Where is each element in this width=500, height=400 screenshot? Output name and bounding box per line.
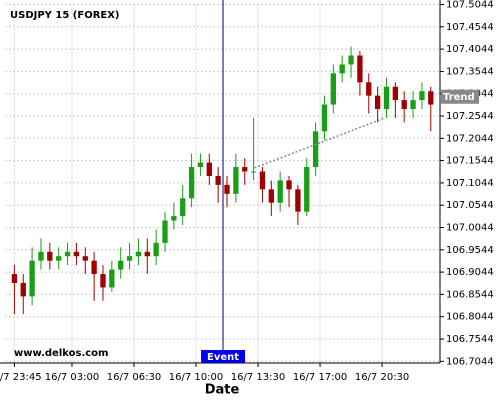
candle-body: [56, 256, 62, 261]
candle-body: [135, 251, 142, 257]
candle-body: [366, 82, 372, 96]
candle-body: [144, 251, 150, 257]
y-tick-label: 107.0544: [446, 200, 494, 211]
candle-body: [401, 100, 407, 110]
x-tick-label: 16/7 20:30: [355, 372, 409, 383]
candle-body: [197, 162, 204, 168]
watermark: www.delkos.com: [14, 348, 108, 359]
candle-body: [410, 100, 416, 110]
candle-body: [118, 260, 124, 270]
x-tick-label: 16/7 03:00: [45, 372, 99, 383]
y-tick-label: 107.5044: [446, 0, 494, 11]
candle-body: [82, 256, 88, 261]
candle-body: [224, 184, 230, 194]
candle-body: [242, 167, 248, 172]
y-tick-label: 107.4544: [446, 22, 494, 33]
candle-body: [29, 260, 35, 297]
candle-body: [233, 167, 239, 194]
candle-body: [153, 242, 159, 257]
candle-body: [20, 282, 26, 297]
x-tick-label: 16/7 17:00: [293, 372, 347, 383]
y-tick-label: 106.9044: [446, 267, 494, 278]
candle-body: [180, 198, 186, 217]
candle-body: [304, 167, 310, 212]
candle-body: [171, 216, 177, 221]
trend-label: Trend: [443, 92, 475, 103]
candle-body: [91, 260, 97, 275]
y-tick-label: 106.7044: [446, 356, 494, 367]
y-tick-label: 106.7544: [446, 334, 494, 345]
y-tick-label: 106.8544: [446, 289, 494, 300]
x-tick-label: 16/7 06:30: [107, 372, 161, 383]
candle-body: [321, 104, 328, 132]
y-tick-label: 106.9544: [446, 245, 494, 256]
candle-body: [188, 167, 195, 199]
candle-body: [357, 55, 363, 83]
x-tick-label: 16/7 13:30: [231, 372, 285, 383]
y-tick-label: 107.1544: [446, 156, 494, 167]
y-tick-label: 107.2544: [446, 111, 494, 122]
x-axis-label: Date: [205, 383, 240, 398]
y-tick-label: 107.1044: [446, 178, 494, 189]
candle-body: [339, 64, 345, 74]
candle-body: [109, 269, 115, 288]
candle-body: [374, 95, 381, 110]
y-tick-label: 107.0044: [446, 223, 494, 234]
candle-body: [38, 251, 44, 261]
candle-body: [259, 171, 266, 190]
trend-line: [254, 117, 385, 169]
candle-body: [73, 251, 80, 257]
candle-body: [126, 256, 133, 261]
candle-body: [277, 180, 283, 203]
candle-body: [11, 274, 18, 283]
candle-body: [268, 189, 274, 203]
candle-body: [206, 162, 212, 176]
candle-body: [392, 86, 399, 101]
candle-body: [383, 86, 390, 110]
candle-body: [348, 55, 354, 65]
x-tick-label: 16/7 10:00: [169, 372, 223, 383]
candle-body: [47, 251, 53, 261]
y-tick-label: 107.4044: [446, 44, 494, 55]
candle-body: [428, 91, 434, 105]
candle-body: [100, 274, 106, 288]
event-label-box: [201, 350, 246, 363]
x-tick-label: 16/7 23:45: [0, 372, 42, 383]
candle-body: [250, 171, 257, 173]
y-tick-label: 107.3544: [446, 66, 494, 77]
candle-body: [162, 220, 168, 243]
chart-title: USDJPY 15 (FOREX): [10, 10, 120, 21]
candle-body: [312, 131, 319, 168]
y-tick-label: 107.2044: [446, 133, 494, 144]
candle-body: [295, 189, 301, 212]
candle-body: [286, 180, 292, 190]
candle-body: [215, 175, 221, 185]
event-label: Event: [207, 352, 239, 363]
candle-body: [419, 91, 425, 101]
trend-label-box: [441, 89, 479, 104]
y-tick-label: 106.8044: [446, 312, 494, 323]
candle-body: [330, 73, 336, 105]
candle-body: [64, 251, 71, 257]
